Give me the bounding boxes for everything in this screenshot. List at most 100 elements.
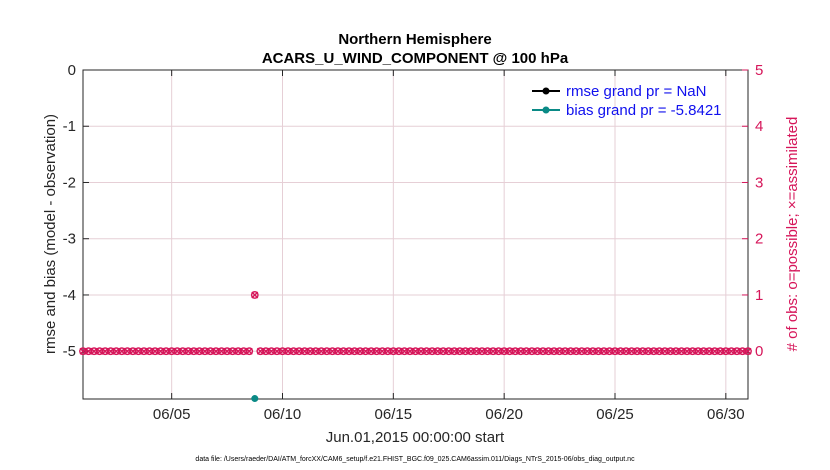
obs-assimilated-point xyxy=(412,347,419,355)
obs-possible-point xyxy=(311,347,320,356)
obs-assimilated-point xyxy=(445,347,453,355)
y-tick-label-left: -4 xyxy=(63,287,76,304)
obs-possible-point xyxy=(444,347,453,356)
obs-possible-point xyxy=(156,347,165,356)
obs-possible-point xyxy=(655,347,664,356)
obs-assimilated-point xyxy=(179,347,187,355)
obs-possible-point xyxy=(483,347,492,356)
obs-possible-point xyxy=(101,347,110,356)
obs-assimilated-point xyxy=(312,347,320,355)
obs-assimilated-point xyxy=(240,347,248,355)
data-file-footnote: data file: /Users/raeder/DAI/ATM_forcXX/… xyxy=(195,456,635,463)
obs-possible-point xyxy=(688,347,697,356)
obs-possible-point xyxy=(95,347,104,356)
obs-possible-point xyxy=(206,347,215,356)
obs-possible-point xyxy=(439,347,448,356)
y-axis-label-right: # of obs: o=possible; ×=assimilated xyxy=(784,117,801,352)
obs-assimilated-point xyxy=(655,347,663,355)
obs-possible-point xyxy=(322,347,331,356)
obs-possible-point xyxy=(289,347,298,356)
obs-assimilated-point xyxy=(373,347,381,355)
obs-possible-point xyxy=(389,347,398,356)
obs-possible-point xyxy=(306,347,315,356)
obs-possible-point xyxy=(516,347,525,356)
obs-possible-point xyxy=(356,347,364,356)
obs-possible-point xyxy=(583,347,592,356)
obs-assimilated-point xyxy=(362,347,370,355)
obs-possible-point xyxy=(594,347,603,356)
obs-possible-point xyxy=(372,347,381,356)
obs-possible-point xyxy=(134,347,143,356)
obs-possible-point xyxy=(489,347,497,356)
obs-assimilated-point xyxy=(683,347,691,355)
y-tick-label-left: 0 xyxy=(68,62,76,79)
obs-assimilated-point xyxy=(262,347,270,355)
obs-assimilated-point xyxy=(334,347,342,355)
obs-possible-point xyxy=(106,347,115,356)
obs-possible-point xyxy=(151,347,159,356)
obs-assimilated-point xyxy=(716,347,724,355)
obs-assimilated-point xyxy=(301,347,309,355)
tick-labels: 06/05 06/10 06/15 06/20 06/25 06/30 0 -1 -2 -3 -4 -… xyxy=(63,62,764,423)
obs-possible-point xyxy=(278,347,287,356)
obs-assimilated-point xyxy=(118,347,126,355)
obs-possible-point xyxy=(467,347,475,356)
obs-possible-point xyxy=(683,347,691,356)
obs-assimilated-point xyxy=(245,347,253,355)
obs-assimilated-point xyxy=(539,347,547,355)
obs-assimilated-point xyxy=(267,347,275,355)
y-tick-label-left: -5 xyxy=(63,343,76,360)
obs-assimilated-point xyxy=(400,347,408,355)
obs-possible-point xyxy=(500,347,509,356)
obs-assimilated-point xyxy=(528,347,536,355)
obs-assimilated-point xyxy=(107,347,115,355)
obs-possible-point xyxy=(727,347,736,356)
tick-marks xyxy=(83,69,748,399)
y-tick-label-right: 4 xyxy=(755,118,763,135)
obs-possible-point xyxy=(561,347,570,356)
obs-assimilated-point xyxy=(195,347,203,355)
obs-possible-point xyxy=(112,347,121,356)
obs-possible-point xyxy=(539,347,547,356)
obs-assimilated-point xyxy=(273,347,281,355)
obs-possible-point xyxy=(300,347,309,356)
obs-assimilated-point xyxy=(190,347,198,355)
obs-assimilated-point xyxy=(256,347,264,355)
obs-possible-point xyxy=(566,347,575,356)
plot-frame xyxy=(82,69,749,400)
obs-possible-point xyxy=(184,347,193,356)
obs-possible-point xyxy=(721,347,730,356)
y-tick-label-right: 1 xyxy=(755,287,763,304)
obs-assimilated-point xyxy=(672,347,680,355)
obs-assimilated-point xyxy=(395,347,403,355)
obs-possible-point xyxy=(660,347,669,356)
obs-possible-point xyxy=(167,347,176,356)
obs-assimilated-point xyxy=(594,347,602,355)
x-tick-label: 06/15 xyxy=(375,406,413,423)
obs-assimilated-point xyxy=(295,347,303,355)
obs-possible-point xyxy=(733,347,741,356)
obs-assimilated-point xyxy=(279,347,286,355)
obs-assimilated-point xyxy=(644,347,652,355)
obs-assimilated-point xyxy=(90,347,98,355)
legend-marker-bias xyxy=(542,106,550,114)
obs-possible-point xyxy=(461,347,470,356)
obs-assimilated-point xyxy=(666,347,674,355)
obs-assimilated-point xyxy=(572,347,580,355)
obs-possible-point xyxy=(339,347,348,356)
obs-possible-point xyxy=(140,347,148,356)
obs-assimilated-point xyxy=(406,347,414,355)
data-marks xyxy=(79,291,752,403)
obs-possible-point xyxy=(361,347,370,356)
obs-assimilated-point xyxy=(168,347,176,355)
obs-possible-point xyxy=(738,347,747,356)
obs-possible-point xyxy=(195,347,204,356)
obs-possible-point xyxy=(217,347,226,356)
obs-possible-point xyxy=(189,347,198,356)
obs-possible-point xyxy=(705,347,714,356)
obs-possible-point xyxy=(295,347,304,356)
obs-possible-point xyxy=(478,347,486,356)
obs-assimilated-point xyxy=(367,347,375,355)
obs-assimilated-point xyxy=(600,347,608,355)
obs-possible-point xyxy=(649,347,658,356)
